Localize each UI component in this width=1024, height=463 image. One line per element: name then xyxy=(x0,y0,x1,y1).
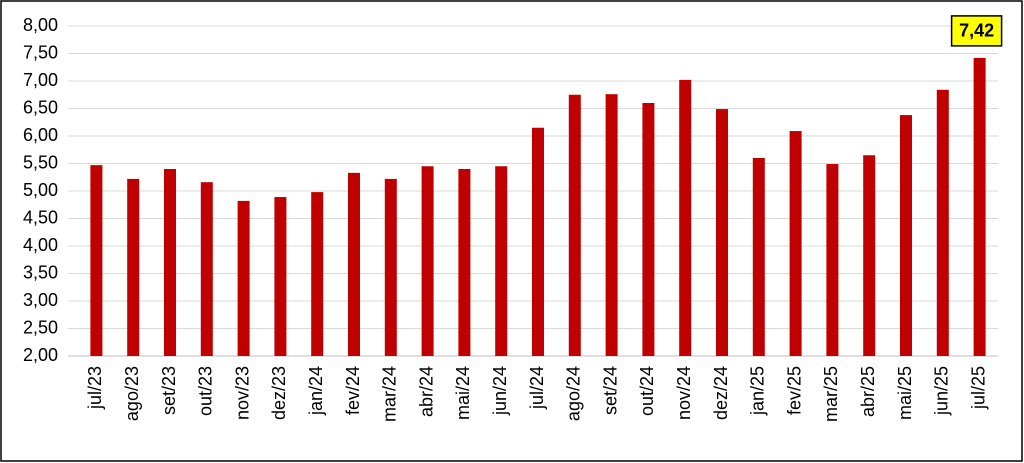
bar xyxy=(348,172,360,356)
x-tick-label: ago/23 xyxy=(122,366,142,421)
x-tick-label: jan/24 xyxy=(306,366,326,416)
x-tick-label: out/23 xyxy=(196,366,216,416)
bar xyxy=(274,197,287,356)
value-label-box xyxy=(950,15,1003,47)
y-tick-label: 3,50 xyxy=(23,262,58,282)
x-tick-label: dez/23 xyxy=(269,366,289,420)
x-tick-label: nov/24 xyxy=(674,366,694,420)
x-tick-label: fev/24 xyxy=(343,366,363,415)
bar xyxy=(863,155,876,356)
y-tick-label: 4,00 xyxy=(23,235,58,255)
y-tick-label: 6,50 xyxy=(23,97,58,117)
x-tick-label: jun/24 xyxy=(490,366,510,416)
x-tick-label: jul/25 xyxy=(968,366,988,410)
y-tick-label: 3,00 xyxy=(23,290,58,310)
bar xyxy=(127,178,140,356)
bar xyxy=(568,94,581,356)
x-tick-label: set/23 xyxy=(159,366,179,415)
bar xyxy=(458,169,471,356)
x-tick-label: set/24 xyxy=(600,366,620,415)
x-tick-label: mar/24 xyxy=(380,366,400,422)
bar xyxy=(826,164,839,356)
y-tick-label: 5,00 xyxy=(23,180,58,200)
bar xyxy=(384,178,397,356)
x-tick-label: dez/24 xyxy=(711,366,731,420)
bar xyxy=(200,182,213,356)
x-tick-label: mai/24 xyxy=(453,366,473,420)
y-tick-label: 5,50 xyxy=(23,152,58,172)
bar xyxy=(642,103,655,356)
bar xyxy=(311,192,324,356)
y-tick-label: 7,00 xyxy=(23,70,58,90)
y-tick-label: 4,50 xyxy=(23,207,58,227)
bar xyxy=(900,115,912,356)
x-tick-label: jul/24 xyxy=(527,366,547,410)
bar xyxy=(90,165,103,356)
bar xyxy=(679,79,692,357)
bar xyxy=(973,57,986,357)
y-tick-label: 2,50 xyxy=(23,317,58,337)
bar xyxy=(789,131,802,356)
x-tick-label: out/24 xyxy=(637,366,657,416)
x-tick-label: mar/25 xyxy=(821,366,841,422)
y-tick-label: 8,00 xyxy=(23,15,58,35)
x-tick-label: jan/25 xyxy=(748,366,768,416)
x-tick-label: jun/25 xyxy=(932,366,952,416)
x-tick-label: nov/23 xyxy=(232,366,252,420)
x-tick-label: ago/24 xyxy=(564,366,584,421)
x-tick-label: jul/23 xyxy=(85,366,105,410)
x-tick-label: fev/25 xyxy=(784,366,804,415)
y-tick-label: 2,00 xyxy=(23,345,58,365)
y-tick-label: 6,00 xyxy=(23,125,58,145)
bar xyxy=(605,94,618,356)
bar xyxy=(421,166,434,356)
value-label: 7,42 xyxy=(959,21,994,41)
bar xyxy=(237,200,250,356)
bar xyxy=(164,169,176,356)
x-tick-label: abr/24 xyxy=(416,366,436,417)
bar xyxy=(752,158,765,356)
bar xyxy=(532,127,544,356)
x-tick-label: mai/25 xyxy=(895,366,915,420)
x-tick-label: abr/25 xyxy=(858,366,878,417)
y-tick-label: 7,50 xyxy=(23,42,58,62)
bar xyxy=(495,166,508,356)
bar xyxy=(716,109,728,356)
bar xyxy=(936,89,949,357)
